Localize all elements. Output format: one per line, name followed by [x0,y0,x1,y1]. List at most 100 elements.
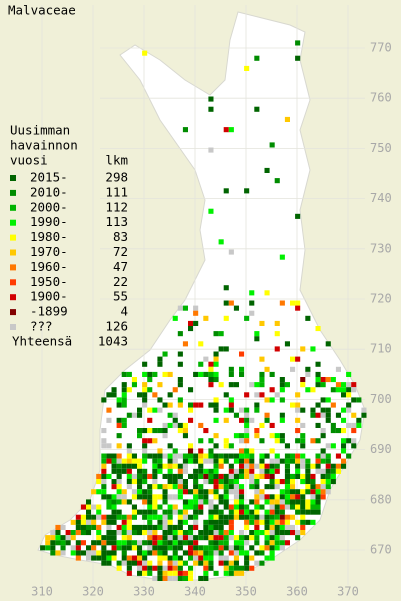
observation-cell [310,504,316,510]
observation-cell [182,570,188,576]
observation-cell [75,550,81,556]
observation-cell [121,540,127,546]
observation-cell [335,463,341,469]
observation-cell [335,468,341,474]
legend-label: 2000- [30,199,68,214]
legend-count: 22 [113,274,128,289]
observation-cell [213,417,219,423]
observation-cell [244,524,250,530]
legend-label: 1980- [30,229,68,244]
observation-cell [254,519,260,525]
observation-cell [167,422,173,428]
observation-cell [152,535,158,541]
observation-cell [147,438,153,444]
observation-cell [310,509,316,515]
observation-cell [203,356,209,362]
observation-cell [147,377,153,383]
observation-cell [341,428,347,434]
observation-cell [142,382,148,388]
observation-cell [346,438,352,444]
x-tick-label: 320 [82,585,104,599]
observation-cell [172,458,178,464]
observation-cell [198,560,204,566]
observation-cell [208,555,214,561]
observation-cell [116,545,122,551]
observation-cell [80,504,86,510]
observation-cell [131,545,137,551]
observation-cell [101,484,107,490]
observation-cell [126,468,132,474]
observation-cell [269,555,275,561]
observation-cell [233,545,239,551]
observation-cell [274,458,280,464]
observation-cell [86,514,92,520]
observation-cell [208,540,214,546]
observation-cell [147,530,153,536]
observation-cell [233,382,239,388]
observation-cell [157,565,163,571]
observation-cell [264,417,270,423]
observation-cell [193,305,199,311]
observation-cell [239,509,245,515]
observation-cell [228,504,234,510]
observation-cell [177,530,183,536]
observation-cell [177,570,183,576]
observation-cell [111,458,117,464]
observation-cell [213,519,219,525]
observation-cell [310,473,316,479]
observation-cell [157,407,163,413]
observation-cell [228,397,234,403]
observation-cell [233,499,239,505]
legend-swatch [10,234,16,241]
observation-cell [244,422,250,428]
observation-cell [284,484,290,490]
observation-cell [315,412,321,418]
observation-cell [274,433,280,439]
observation-cell [45,545,51,551]
observation-cell [188,417,194,423]
observation-cell [239,550,245,556]
observation-cell [172,387,178,393]
observation-cell [111,530,117,536]
observation-cell [213,545,219,551]
observation-cell [147,494,153,500]
observation-cell [264,468,270,474]
observation-cell [233,468,239,474]
observation-cell [60,535,66,541]
observation-cell [300,433,306,439]
observation-cell [213,468,219,474]
observation-cell [203,453,209,459]
observation-cell [295,407,301,413]
observation-cell [279,535,285,541]
observation-cell [290,453,296,459]
observation-cell [284,443,290,449]
observation-cell [223,504,229,510]
observation-cell [213,402,219,408]
observation-cell [126,453,132,459]
observation-cell [203,489,209,495]
observation-cell [177,468,183,474]
y-tick-label: 690 [370,442,392,456]
observation-cell [147,560,153,566]
observation-cell [279,519,285,525]
observation-cell [106,514,112,520]
observation-cell [228,382,234,388]
observation-cell [106,453,112,459]
observation-cell [131,514,137,520]
observation-cell [351,438,357,444]
observation-cell [203,499,209,505]
observation-cell [193,320,199,326]
observation-cell [177,545,183,551]
observation-cell [198,438,204,444]
observation-cell [147,540,153,546]
observation-cell [228,514,234,520]
observation-cell [274,530,280,536]
x-tick-label: 350 [235,585,257,599]
observation-cell [188,387,194,393]
observation-cell [162,463,168,469]
observation-cell [111,479,117,485]
observation-cell [142,550,148,556]
observation-cell [121,402,127,408]
observation-cell [208,468,214,474]
observation-cell [300,458,306,464]
